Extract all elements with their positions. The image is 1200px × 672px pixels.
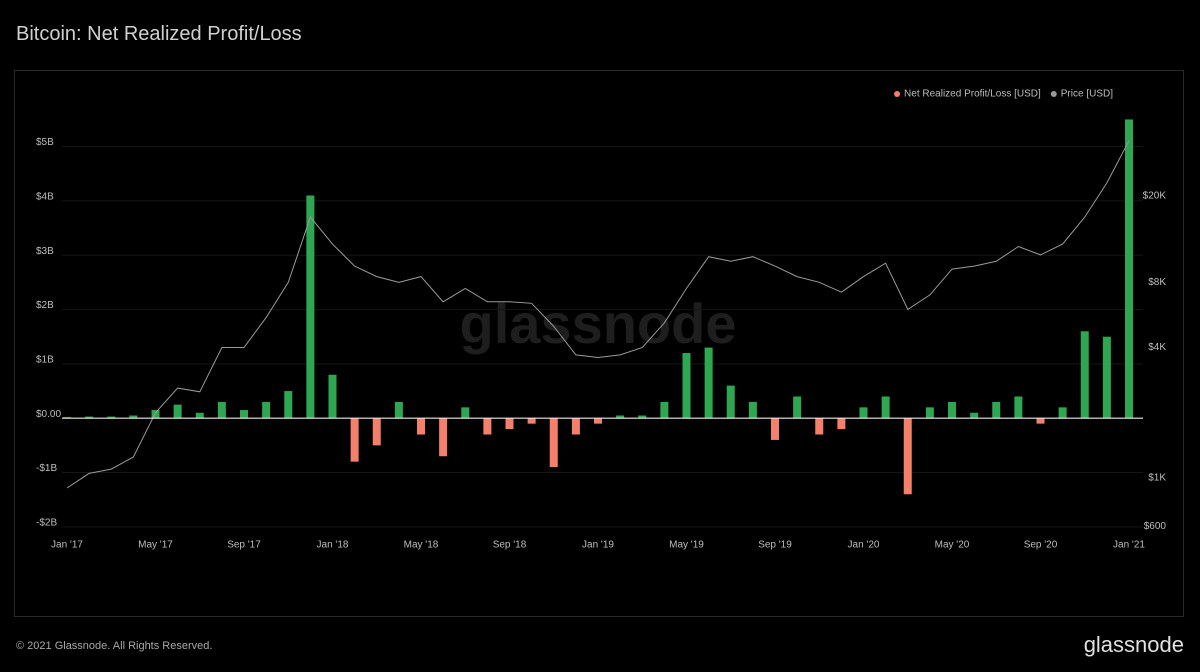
pl-bar	[1014, 396, 1023, 419]
pl-bar	[859, 407, 868, 419]
pl-bar	[793, 396, 802, 419]
chart-title: Bitcoin: Net Realized Profit/Loss	[16, 23, 302, 45]
pl-bar	[439, 418, 448, 457]
y2-tick-label: $600	[1144, 521, 1167, 532]
chart-frame	[14, 70, 1184, 617]
pl-bar	[660, 401, 669, 419]
pl-bar	[903, 418, 912, 495]
pl-bar	[284, 391, 293, 419]
pl-bar	[240, 410, 248, 419]
y-tick-label: $0.00	[36, 409, 61, 420]
x-tick-label: Sep '20	[1024, 540, 1058, 551]
watermark: glassnode	[460, 292, 737, 355]
pl-bar	[616, 415, 625, 419]
x-tick-label: May '18	[404, 540, 439, 551]
pl-bar	[726, 385, 735, 419]
y2-tick-label: $4K	[1148, 342, 1166, 353]
pl-bar	[948, 401, 956, 419]
pl-bar	[350, 418, 359, 462]
pl-bar	[1036, 418, 1045, 424]
pl-bar	[837, 418, 846, 430]
pl-bar	[217, 401, 226, 419]
x-tick-label: May '20	[935, 540, 970, 551]
pl-bar	[85, 416, 94, 419]
pl-bar	[970, 412, 979, 419]
pl-bar	[1102, 336, 1111, 419]
pl-bar	[195, 412, 204, 419]
pl-bar	[638, 415, 647, 419]
x-tick-label: May '19	[669, 540, 704, 551]
pl-bar	[461, 407, 470, 419]
x-tick-label: Jan '19	[582, 540, 614, 551]
pl-bar	[925, 407, 934, 419]
pl-bar	[306, 195, 315, 419]
y-tick-label: $4B	[36, 192, 54, 203]
pl-bar	[394, 401, 403, 419]
footer: © 2021 Glassnode. All Rights Reserved.	[16, 640, 212, 652]
pl-bar	[505, 418, 514, 430]
y2-tick-label: $1K	[1148, 473, 1166, 484]
legend-swatch	[1050, 91, 1057, 97]
pl-bar	[483, 418, 492, 435]
y-tick-label: -$2B	[36, 517, 57, 528]
pl-bar	[173, 404, 182, 419]
pl-bar	[549, 418, 558, 468]
y2-tick-label: $8K	[1148, 277, 1166, 288]
pl-bar	[704, 347, 713, 419]
x-tick-label: Sep '18	[493, 540, 527, 551]
price-line	[66, 140, 1130, 489]
pl-bar	[129, 415, 138, 419]
pl-bar	[328, 374, 337, 419]
legend-swatch	[894, 91, 901, 97]
x-tick-label: Sep '19	[758, 540, 792, 551]
x-tick-label: Jan '17	[51, 540, 83, 551]
y-tick-label: $1B	[36, 355, 54, 366]
x-tick-label: May '17	[138, 540, 173, 551]
x-tick-label: Jan '21	[1113, 540, 1145, 551]
logo: glassnode	[1084, 632, 1184, 657]
x-tick-label: Jan '20	[848, 540, 880, 551]
pl-bar	[594, 418, 602, 424]
pl-bar	[262, 401, 271, 419]
pl-bar	[1125, 119, 1133, 419]
pl-bar	[527, 418, 536, 424]
legend-label: Net Realized Profit/Loss [USD]	[904, 89, 1041, 100]
pl-bar	[151, 410, 160, 419]
y-tick-label: -$1B	[36, 463, 57, 474]
pl-bar	[771, 418, 779, 440]
legend-label: Price [USD]	[1061, 89, 1113, 100]
y-tick-label: $2B	[36, 300, 54, 311]
pl-bar	[107, 416, 116, 419]
pl-bar	[1058, 407, 1067, 419]
pl-bar	[992, 401, 1001, 419]
pl-bar	[748, 401, 757, 419]
x-tick-label: Jan '18	[317, 540, 349, 551]
pl-bar	[417, 418, 425, 435]
pl-bar	[682, 353, 691, 419]
pl-bar	[372, 418, 381, 446]
pl-bar	[571, 418, 580, 435]
pl-bar	[1080, 331, 1089, 419]
y-tick-label: $3B	[36, 246, 54, 257]
y-tick-label: $5B	[36, 137, 54, 148]
x-tick-label: Sep '17	[227, 540, 261, 551]
y2-tick-label: $20K	[1143, 191, 1167, 202]
pl-bar	[815, 418, 824, 435]
pl-bar	[881, 396, 890, 419]
